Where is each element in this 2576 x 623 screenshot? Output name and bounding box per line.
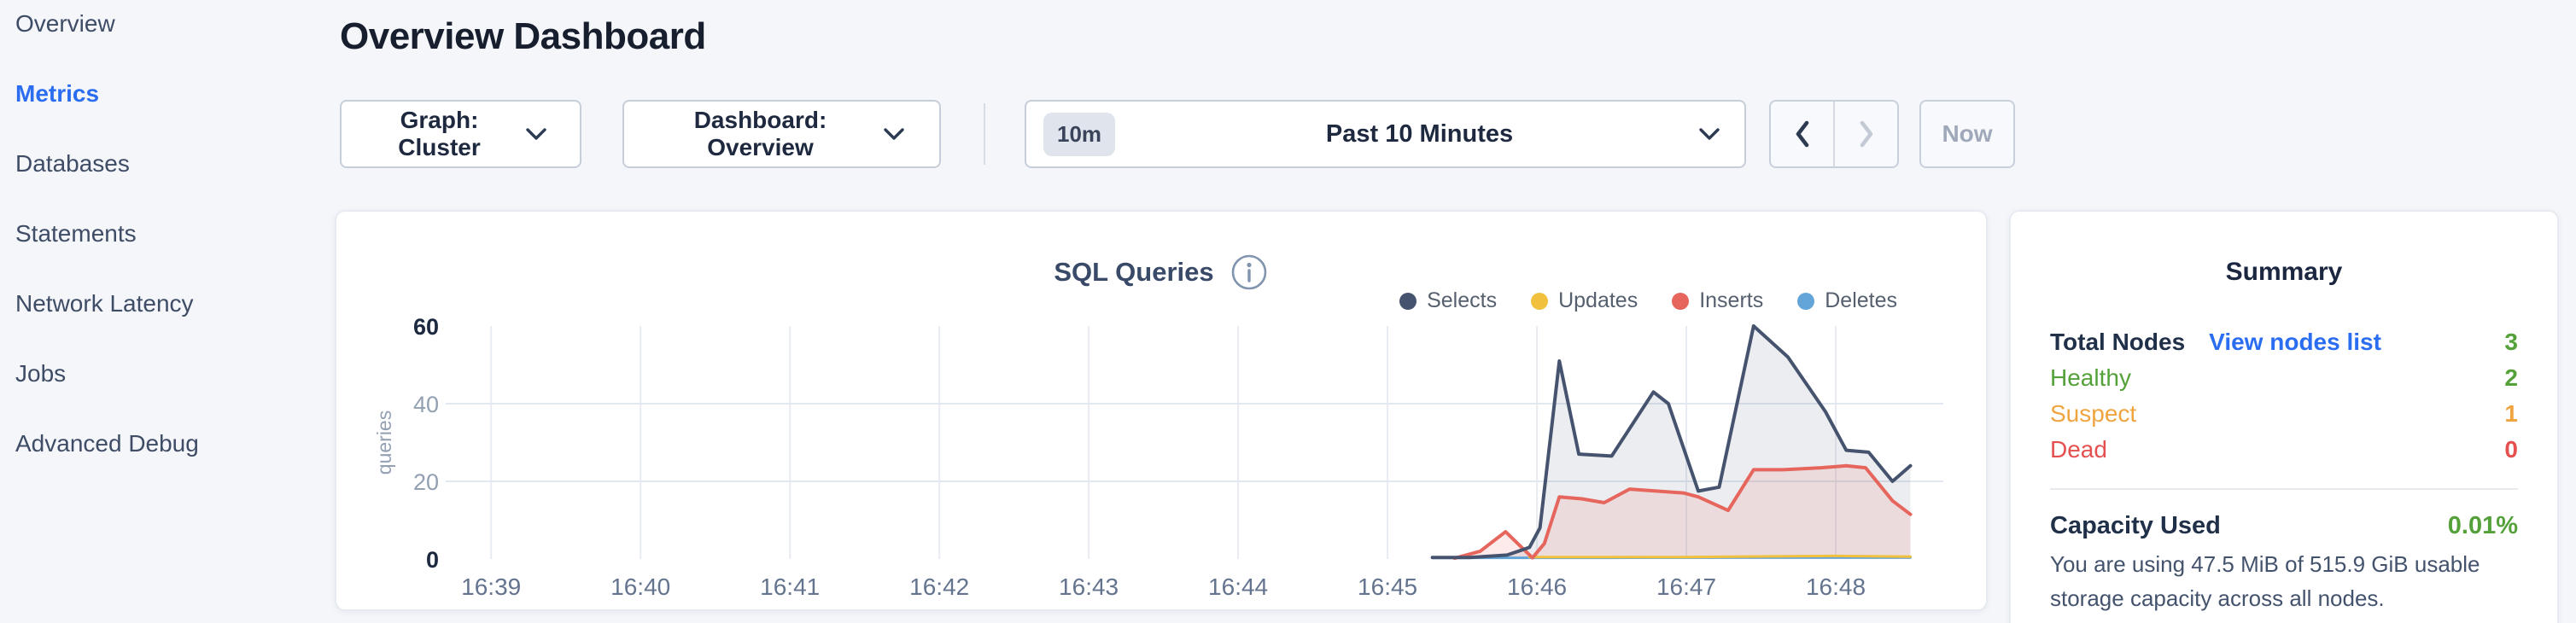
summary-title: Summary	[2225, 258, 2343, 286]
svg-text:16:47: 16:47	[1656, 574, 1716, 600]
sidebar-item-jobs[interactable]: Jobs	[0, 339, 333, 409]
svg-text:16:40: 16:40	[610, 574, 670, 600]
total-nodes-row: Total Nodes View nodes list 3	[2050, 324, 2518, 360]
chart-title: SQL Queries	[1054, 257, 1214, 287]
legend-label: Deletes	[1825, 288, 1897, 312]
sidebar-item-label: Overview	[15, 10, 115, 37]
sidebar-item-label: Advanced Debug	[15, 430, 199, 457]
chevron-down-icon	[1699, 128, 1720, 140]
healthy-label: Healthy	[2050, 364, 2131, 391]
time-next-button[interactable]	[1833, 102, 1897, 166]
svg-text:20: 20	[413, 469, 439, 495]
dead-value: 0	[2504, 436, 2518, 463]
chart-title-row: SQL Queries	[336, 253, 1986, 292]
sql-queries-chart: 16:39 16:40 16:41 16:42 16:43 16:44 16:45 16:46…	[373, 314, 1943, 600]
time-range-label: Past 10 Minutes	[1325, 119, 1514, 148]
svg-text:60: 60	[413, 314, 439, 340]
time-prev-button[interactable]	[1771, 102, 1833, 166]
sidebar-item-label: Databases	[15, 150, 130, 177]
svg-text:16:43: 16:43	[1059, 574, 1119, 600]
legend-dot-inserts	[1672, 292, 1690, 310]
time-range-badge: 10m	[1043, 112, 1116, 156]
legend-dot-selects	[1399, 292, 1417, 310]
legend-item-selects[interactable]: Selects	[1399, 288, 1497, 313]
capacity-description: You are using 47.5 MiB of 515.9 GiB usab…	[2050, 551, 2480, 611]
dead-label: Dead	[2050, 436, 2107, 463]
suspect-nodes-row: Suspect 1	[2050, 396, 2518, 432]
legend-dot-updates	[1531, 292, 1549, 310]
sidebar-item-databases[interactable]: Databases	[0, 129, 333, 199]
legend-label: Updates	[1558, 288, 1638, 312]
legend-label: Selects	[1427, 288, 1498, 312]
controls-divider	[984, 103, 985, 165]
chevron-down-icon	[884, 128, 904, 140]
capacity-used-value: 0.01%	[2447, 512, 2518, 539]
info-icon[interactable]	[1230, 253, 1269, 292]
sidebar-item-overview[interactable]: Overview	[0, 0, 333, 59]
suspect-value: 1	[2504, 400, 2518, 427]
sidebar-item-network-latency[interactable]: Network Latency	[0, 269, 333, 339]
sidebar-item-label: Statements	[15, 220, 137, 247]
node-status-rows: Total Nodes View nodes list 3 Healthy 2 …	[2050, 324, 2518, 468]
chart-card: 16:39 16:40 16:41 16:42 16:43 16:44 16:45 16:46…	[335, 210, 1988, 611]
svg-text:16:42: 16:42	[909, 574, 969, 600]
svg-text:16:48: 16:48	[1806, 574, 1866, 600]
now-button-label: Now	[1942, 120, 1993, 147]
legend-item-deletes[interactable]: Deletes	[1797, 288, 1897, 313]
healthy-nodes-row: Healthy 2	[2050, 360, 2518, 396]
chevron-down-icon	[526, 128, 546, 140]
time-step-buttons	[1769, 100, 1899, 168]
chart-legend: Selects Updates Inserts Deletes	[1399, 288, 1897, 313]
sidebar-item-label: Network Latency	[15, 290, 194, 317]
summary-divider	[2050, 488, 2518, 490]
svg-text:queries: queries	[373, 410, 395, 475]
svg-text:16:44: 16:44	[1208, 574, 1268, 600]
total-nodes-value: 3	[2504, 329, 2518, 355]
dead-nodes-row: Dead 0	[2050, 432, 2518, 468]
dashboard-dropdown-label: Dashboard: Overview	[693, 107, 827, 160]
total-nodes-label: Total Nodes	[2050, 329, 2186, 355]
sidebar-item-label: Metrics	[15, 80, 100, 107]
chevron-right-icon	[1860, 120, 1872, 148]
svg-text:0: 0	[426, 547, 439, 573]
svg-text:16:41: 16:41	[760, 574, 820, 600]
summary-panel: Summary Total Nodes View nodes list 3 He…	[2009, 210, 2559, 623]
svg-text:16:39: 16:39	[461, 574, 521, 600]
svg-text:40: 40	[413, 392, 439, 417]
sidebar-item-advanced-debug[interactable]: Advanced Debug	[0, 409, 333, 479]
capacity-row: Capacity Used 0.01%	[2050, 512, 2518, 540]
dashboard-dropdown[interactable]: Dashboard: Overview	[622, 100, 941, 168]
legend-label: Inserts	[1699, 288, 1764, 312]
time-range-picker[interactable]: 10m Past 10 Minutes	[1025, 100, 1746, 168]
sidebar-item-metrics[interactable]: Metrics	[0, 59, 333, 129]
healthy-value: 2	[2504, 364, 2518, 391]
page-title: Overview Dashboard	[340, 15, 706, 57]
sidebar-item-label: Jobs	[15, 360, 67, 387]
capacity-used-label: Capacity Used	[2050, 512, 2221, 539]
sidebar: Overview Metrics Databases Statements Ne…	[0, 0, 333, 479]
suspect-label: Suspect	[2050, 400, 2137, 427]
view-nodes-list-link[interactable]: View nodes list	[2209, 329, 2381, 355]
now-button[interactable]: Now	[1919, 100, 2015, 168]
legend-dot-deletes	[1797, 292, 1815, 310]
legend-item-updates[interactable]: Updates	[1531, 288, 1638, 313]
svg-text:16:46: 16:46	[1507, 574, 1567, 600]
legend-item-inserts[interactable]: Inserts	[1672, 288, 1763, 313]
svg-text:16:45: 16:45	[1358, 574, 1417, 600]
sidebar-item-statements[interactable]: Statements	[0, 199, 333, 269]
graph-dropdown[interactable]: Graph: Cluster	[340, 100, 581, 168]
graph-dropdown-label: Graph: Cluster	[398, 107, 481, 160]
chevron-left-icon	[1796, 120, 1808, 148]
